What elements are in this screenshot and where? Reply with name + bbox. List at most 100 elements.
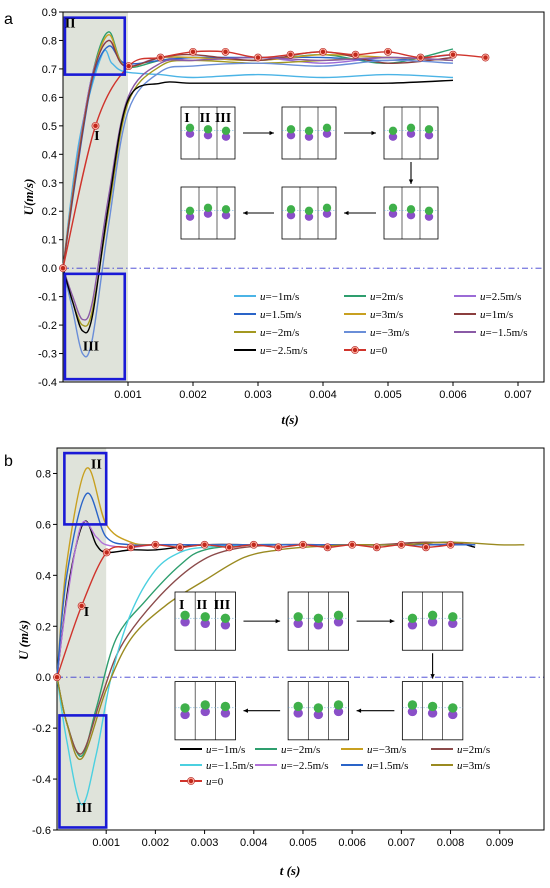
legend-value: =−2m/s — [266, 327, 300, 339]
y-tick-label: 0.8 — [42, 35, 57, 47]
highlight-box-0 — [63, 451, 108, 526]
droplet-upper — [427, 610, 438, 621]
y-axis-label: U(m/s) — [21, 179, 36, 216]
droplet-lower — [407, 620, 418, 630]
legend-value: =3m/s — [463, 760, 491, 772]
droplet-upper — [220, 701, 231, 712]
y-tick-label: 0.4 — [36, 570, 51, 582]
inset-label-II: II — [196, 598, 207, 613]
droplet-upper — [448, 703, 458, 713]
series-marker-core — [450, 52, 456, 57]
legend-value: =0 — [376, 345, 388, 357]
legend-value: =2.5m/s — [486, 291, 522, 303]
legend-value: =−3m/s — [376, 327, 410, 339]
droplet-upper — [304, 206, 314, 216]
x-tick-label: 0.004 — [309, 389, 337, 401]
droplet-upper — [221, 126, 231, 136]
legend-label: u=2.5m/s — [480, 291, 521, 303]
legend-variable: u — [480, 309, 486, 321]
legend-variable: u — [260, 327, 266, 339]
droplet-upper — [407, 613, 418, 624]
droplet-lower — [407, 707, 418, 717]
legend-value: =2m/s — [376, 291, 404, 303]
series-marker-core — [349, 542, 355, 547]
droplet-lower — [220, 620, 231, 630]
y-tick-label: 0.2 — [42, 206, 57, 218]
droplet-upper — [221, 205, 231, 214]
y-tick-label: 0.5 — [42, 121, 57, 133]
droplet-upper — [333, 700, 344, 710]
droplet-lower — [304, 212, 314, 221]
droplet-lower — [200, 707, 210, 717]
droplet-lower — [313, 710, 324, 720]
series-marker-core — [226, 545, 232, 550]
legend-value: =−3m/s — [373, 744, 407, 756]
inset-label-I: I — [179, 598, 184, 613]
series-marker-core — [374, 545, 379, 550]
legend-value: =1.5m/s — [373, 760, 409, 772]
inset-arrow-head — [430, 674, 435, 679]
legend-label: u=0 — [206, 776, 224, 788]
legend-variable: u — [370, 327, 376, 339]
legend-variable: u — [457, 760, 463, 772]
legend-label: u=−2m/s — [260, 327, 299, 339]
y-tick-label: -0.6 — [32, 825, 51, 837]
legend-label: u=3m/s — [370, 309, 403, 321]
series-line-7 — [62, 59, 454, 358]
series-marker-core — [79, 603, 84, 609]
droplet-lower — [313, 620, 324, 630]
droplet-lower — [427, 708, 438, 718]
droplet-lower — [203, 209, 213, 218]
inset-label-III: III — [214, 598, 230, 613]
series-marker-core — [177, 545, 183, 550]
x-tick-label: 0.005 — [289, 837, 317, 849]
series-marker-core — [288, 52, 293, 57]
legend-variable: u — [260, 309, 266, 321]
series-marker-core — [54, 675, 60, 680]
legend-label: u=−2m/s — [281, 744, 320, 756]
series-marker-core — [202, 542, 207, 547]
legend-variable: u — [370, 309, 376, 321]
inset-arrow-head — [243, 210, 248, 216]
droplet-lower — [203, 131, 213, 140]
y-tick-label: -0.1 — [38, 292, 57, 304]
inset-arrow-head — [371, 130, 376, 136]
legend-variable: u — [206, 776, 212, 788]
series-marker-core — [399, 542, 404, 547]
legend: u=−1m/s u=−2m/s u=−3m/s u=2m/su=−1.5m/s u=−2… — [180, 744, 490, 788]
y-tick-label: 0.2 — [36, 621, 51, 633]
droplet-upper — [388, 126, 398, 136]
inset-arrow-head — [356, 708, 362, 713]
inset-arrow-head — [344, 210, 349, 216]
droplet-inset: I II III — [180, 106, 439, 240]
droplet-inset: I II III — [174, 591, 464, 741]
droplet-upper — [180, 610, 190, 621]
x-tick-label: 0.008 — [437, 837, 465, 849]
inset-arrow-head — [269, 130, 274, 136]
series-marker-core — [385, 49, 391, 55]
legend-variable: u — [281, 760, 287, 772]
x-axis-label: t(s) — [281, 412, 298, 427]
legend-value: =3m/s — [376, 309, 404, 321]
legend-label: u=3m/s — [457, 760, 490, 772]
series-marker-core — [353, 52, 358, 57]
droplet-lower — [333, 707, 344, 717]
droplet-upper — [388, 203, 398, 213]
y-tick-label: 0.1 — [42, 235, 57, 247]
region-label-I: I — [94, 129, 99, 144]
droplet-upper — [424, 206, 434, 216]
legend-value: =0 — [212, 776, 224, 788]
droplet-lower — [448, 619, 458, 629]
series-marker-core — [423, 545, 429, 550]
droplet-upper — [286, 125, 296, 134]
legend-label: u=2m/s — [457, 744, 490, 756]
legend-variable: u — [260, 345, 266, 357]
legend-variable: u — [457, 744, 463, 756]
inset-arrow-head — [275, 618, 281, 624]
legend-value: =−2.5m/s — [266, 345, 308, 357]
highlight-box-1 — [58, 714, 108, 829]
legend-variable: u — [281, 744, 287, 756]
y-tick-label: -0.3 — [38, 349, 57, 361]
x-tick-label: 0.006 — [439, 389, 467, 401]
